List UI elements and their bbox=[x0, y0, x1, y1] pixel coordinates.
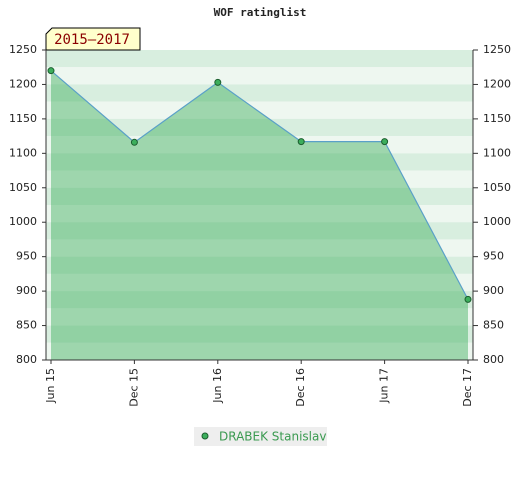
background-stripe bbox=[46, 101, 473, 119]
background-stripe bbox=[46, 84, 473, 102]
y2-tick-label: 950 bbox=[483, 250, 504, 263]
y2-tick-label: 800 bbox=[483, 353, 504, 366]
annotation: 2015–2017 bbox=[54, 32, 130, 48]
background-stripe bbox=[46, 222, 473, 240]
line bbox=[50, 70, 469, 300]
background-stripe bbox=[46, 308, 473, 326]
y-tick-label: 1000 bbox=[9, 215, 37, 228]
x-tick-label: Dec 16 bbox=[294, 368, 307, 407]
y-tick-label: 800 bbox=[16, 353, 37, 366]
y-tick-label: 1200 bbox=[9, 77, 37, 90]
background-stripe bbox=[46, 187, 473, 205]
background-stripe bbox=[46, 342, 473, 360]
background-stripe bbox=[46, 136, 473, 154]
y2-tick-label: 850 bbox=[483, 319, 504, 332]
area bbox=[51, 70, 468, 361]
background-stripe bbox=[46, 50, 473, 68]
y2-tick-label: 1050 bbox=[483, 181, 511, 194]
legend-box bbox=[194, 427, 327, 446]
y-tick-label: 950 bbox=[16, 250, 37, 263]
y-tick-label: 1050 bbox=[9, 181, 37, 194]
background-stripe bbox=[46, 170, 473, 188]
y2-tick-label: 900 bbox=[483, 284, 504, 297]
annotation-box bbox=[45, 27, 141, 51]
y-tick-label: 900 bbox=[16, 284, 37, 297]
background-stripe bbox=[46, 273, 473, 292]
legend-label: DRABEK Stanislav bbox=[219, 430, 326, 444]
chart-title: WOF ratinglist bbox=[214, 6, 307, 19]
y2-tick-label: 1150 bbox=[483, 112, 511, 125]
point bbox=[47, 67, 55, 75]
point bbox=[130, 138, 138, 146]
background-stripe bbox=[46, 153, 473, 171]
point bbox=[464, 295, 472, 303]
y-tick-label: 1150 bbox=[9, 112, 37, 125]
y2-tick-label: 1200 bbox=[483, 77, 511, 90]
background-stripe bbox=[46, 239, 473, 257]
y-tick-label: 1100 bbox=[9, 146, 37, 159]
y2-tick-label: 1000 bbox=[483, 215, 511, 228]
background-stripe bbox=[46, 291, 473, 309]
plot-area bbox=[46, 50, 473, 361]
point bbox=[381, 138, 389, 146]
y-tick-label: 850 bbox=[16, 319, 37, 332]
point bbox=[297, 138, 305, 146]
x-tick-label: Jun 17 bbox=[378, 368, 391, 404]
background-stripe bbox=[46, 67, 473, 85]
y2-tick-label: 1100 bbox=[483, 146, 511, 159]
background-stripe bbox=[46, 325, 473, 343]
x-tick-label: Dec 17 bbox=[461, 368, 474, 407]
legend-marker bbox=[201, 432, 209, 440]
y2-tick-label: 1250 bbox=[483, 43, 511, 56]
x-tick-label: Dec 15 bbox=[127, 368, 140, 407]
background-stripe bbox=[46, 256, 473, 274]
x-tick-label: Jun 16 bbox=[211, 368, 224, 404]
x-tick-label: Jun 15 bbox=[44, 368, 57, 404]
background-stripe bbox=[46, 118, 473, 137]
y-tick-label: 1250 bbox=[9, 43, 37, 56]
background-stripe bbox=[46, 205, 473, 223]
point bbox=[214, 78, 222, 86]
